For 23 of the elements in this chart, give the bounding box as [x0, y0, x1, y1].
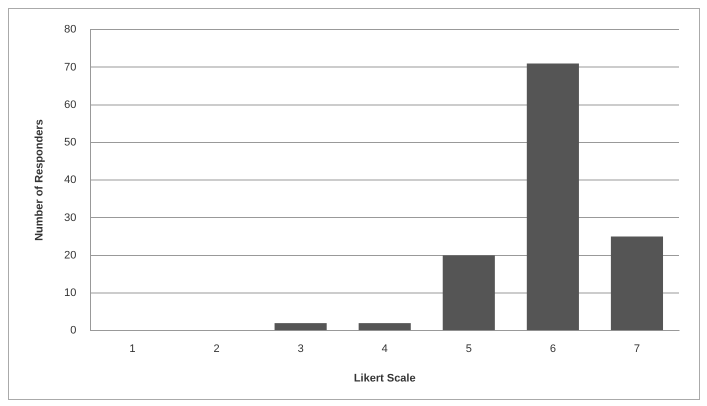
bar	[526, 63, 579, 330]
x-tick-label: 1	[129, 343, 136, 356]
x-axis-title: Likert Scale	[354, 372, 416, 384]
bar	[358, 323, 411, 330]
y-axis-title: Number of Responders	[34, 119, 46, 241]
y-tick-label: 70	[64, 61, 76, 74]
x-tick-label: 5	[466, 343, 472, 356]
x-tick-label: 7	[634, 343, 640, 356]
x-tick-label: 3	[298, 343, 304, 356]
bar	[274, 323, 327, 330]
bar	[610, 236, 664, 330]
y-tick-label: 50	[64, 136, 76, 149]
y-tick-label: 80	[64, 24, 76, 36]
x-tick-label: 2	[213, 343, 220, 356]
y-tick-label: 40	[64, 174, 76, 186]
bar	[442, 255, 495, 330]
y-tick-label: 0	[70, 324, 76, 337]
y-tick-label: 30	[64, 212, 76, 224]
y-tick-label: 20	[64, 249, 76, 262]
x-tick-label: 4	[382, 343, 388, 356]
y-tick-label: 10	[64, 287, 76, 300]
x-tick-label: 6	[550, 343, 556, 356]
y-tick-label: 60	[64, 98, 76, 111]
